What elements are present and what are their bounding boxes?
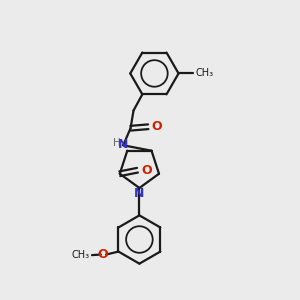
Text: O: O <box>97 248 108 261</box>
Text: N: N <box>117 138 128 151</box>
Text: O: O <box>152 120 162 133</box>
Text: H: H <box>113 138 121 148</box>
Text: O: O <box>141 164 152 177</box>
Text: N: N <box>134 187 144 200</box>
Text: CH₃: CH₃ <box>195 68 214 78</box>
Text: CH₃: CH₃ <box>72 250 90 260</box>
